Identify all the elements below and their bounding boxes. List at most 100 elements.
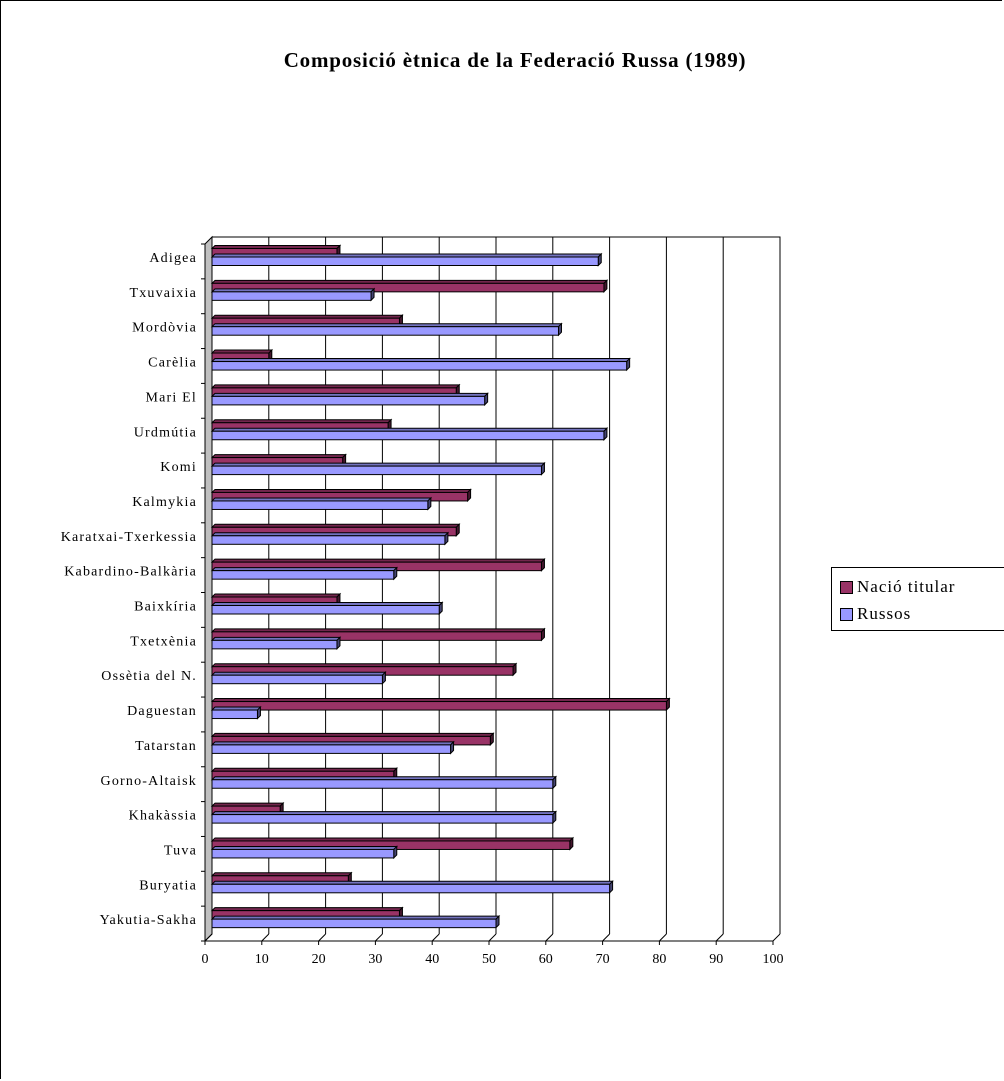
bar-russos-8	[210, 496, 433, 511]
legend-swatch-russos	[840, 607, 853, 621]
bar-russos-11-front	[211, 605, 440, 615]
category-axis-wall	[204, 235, 213, 943]
category-label: Kabardino-Balkària	[64, 565, 197, 580]
bar-titular-1	[210, 244, 342, 259]
category-label: Mordòvia	[132, 321, 197, 336]
bar-russos-16-front	[211, 779, 554, 789]
legend: Nació titular Russos	[831, 567, 1004, 631]
bar-titular-2	[210, 279, 609, 294]
bar-russos-19-front	[211, 883, 611, 894]
bar-titular-9	[210, 523, 461, 538]
floor-gridline	[545, 933, 554, 942]
bar-titular-6	[210, 418, 393, 433]
bar-russos-13-front	[211, 674, 383, 685]
floor-gridline	[318, 933, 326, 942]
x-tick-label: 0	[202, 952, 209, 967]
bar-titular-5	[210, 383, 461, 398]
category-label: Gorno-Altaisk	[101, 774, 197, 789]
bar-russos-9	[210, 531, 450, 546]
x-tick-label: 20	[312, 952, 326, 967]
category-label: Komi	[160, 460, 197, 475]
legend-item-titular: Nació titular	[840, 577, 955, 597]
bar-russos-4-front	[211, 361, 628, 371]
bar-russos-3	[210, 322, 563, 337]
bar-russos-6-front	[211, 430, 605, 441]
bar-russos-15-front	[211, 744, 452, 754]
bar-russos-11	[210, 601, 444, 616]
bar-russos-5	[210, 392, 489, 407]
bar-russos-18-front	[211, 848, 395, 859]
category-label: Daguestan	[127, 704, 197, 719]
floor-gridline	[772, 933, 781, 942]
bar-russos-20-front	[211, 918, 497, 929]
bar-russos-7	[210, 461, 546, 476]
bar-russos-10-front	[211, 570, 395, 580]
bar-titular-12	[210, 627, 546, 642]
bar-russos-4	[210, 357, 631, 372]
bar-russos-2	[210, 287, 376, 302]
category-label: Tuva	[164, 843, 197, 858]
bar-russos-10	[210, 566, 398, 581]
bar-russos-14	[210, 705, 262, 720]
category-label: Txuvaixia	[129, 286, 197, 301]
bar-russos-16	[210, 775, 558, 790]
bar-russos-13	[210, 670, 387, 685]
x-tick-label: 100	[763, 952, 784, 967]
floor-gridline	[715, 933, 724, 942]
floor-gridline	[204, 933, 213, 942]
category-label: Txetxènia	[130, 634, 197, 649]
bar-russos-17	[210, 810, 558, 825]
bar-russos-15	[210, 740, 455, 755]
x-tick-label: 60	[539, 952, 553, 967]
floor-gridline	[602, 933, 610, 942]
category-label: Khakàssia	[129, 809, 197, 824]
x-tick-label: 10	[255, 952, 269, 967]
category-label: Urdmútia	[134, 425, 197, 440]
bar-russos-8-front	[211, 500, 429, 510]
bar-russos-3-front	[211, 326, 559, 336]
bar-russos-1-front	[211, 256, 599, 266]
category-label: Buryatia	[139, 878, 197, 893]
bar-titular-18	[210, 836, 575, 851]
x-tick-label: 30	[368, 952, 382, 967]
bar-russos-6	[210, 427, 609, 441]
floor-gridline	[659, 933, 667, 942]
x-tick-label: 80	[652, 952, 666, 967]
bar-russos-12	[210, 636, 342, 651]
category-label: Karatxai-Txerkessia	[61, 530, 197, 545]
category-label: Baixkíria	[134, 600, 197, 615]
bar-titular-8	[210, 488, 472, 503]
floor-gridline	[488, 933, 497, 942]
bar-titular-2-front	[211, 282, 605, 293]
floor-gridline	[431, 933, 440, 942]
x-tick-label: 50	[482, 952, 496, 967]
legend-label-russos: Russos	[857, 604, 912, 623]
bar-russos-18	[210, 845, 398, 860]
bar-russos-17-front	[211, 814, 554, 824]
category-label: Tatarstan	[135, 739, 197, 754]
category-label: Kalmykia	[132, 495, 197, 510]
floor-gridline	[375, 933, 383, 942]
bar-russos-20	[210, 914, 501, 929]
category-label: Ossètia del N.	[101, 669, 197, 684]
bar-titular-14	[210, 697, 671, 712]
bar-russos-14-front	[211, 709, 258, 720]
legend-swatch-titular	[840, 580, 853, 594]
bar-titular-14-front	[211, 701, 667, 711]
bar-titular-12-front	[211, 631, 542, 641]
x-tick-label: 70	[596, 952, 610, 967]
bar-russos-5-front	[211, 395, 486, 406]
bar-russos-1	[210, 252, 603, 267]
category-label: Adigea	[149, 251, 197, 266]
legend-item-russos: Russos	[840, 604, 911, 624]
bar-russos-7-front	[211, 465, 542, 476]
category-label: Carèlia	[148, 356, 197, 371]
bar-russos-9-front	[211, 535, 446, 545]
bar-russos-12-front	[211, 639, 338, 650]
floor-gridline	[261, 933, 270, 942]
legend-label-titular: Nació titular	[857, 577, 956, 596]
bar-russos-2-front	[211, 291, 372, 301]
x-tick-label: 40	[425, 952, 439, 967]
category-label: Yakutia-Sakha	[100, 913, 197, 928]
